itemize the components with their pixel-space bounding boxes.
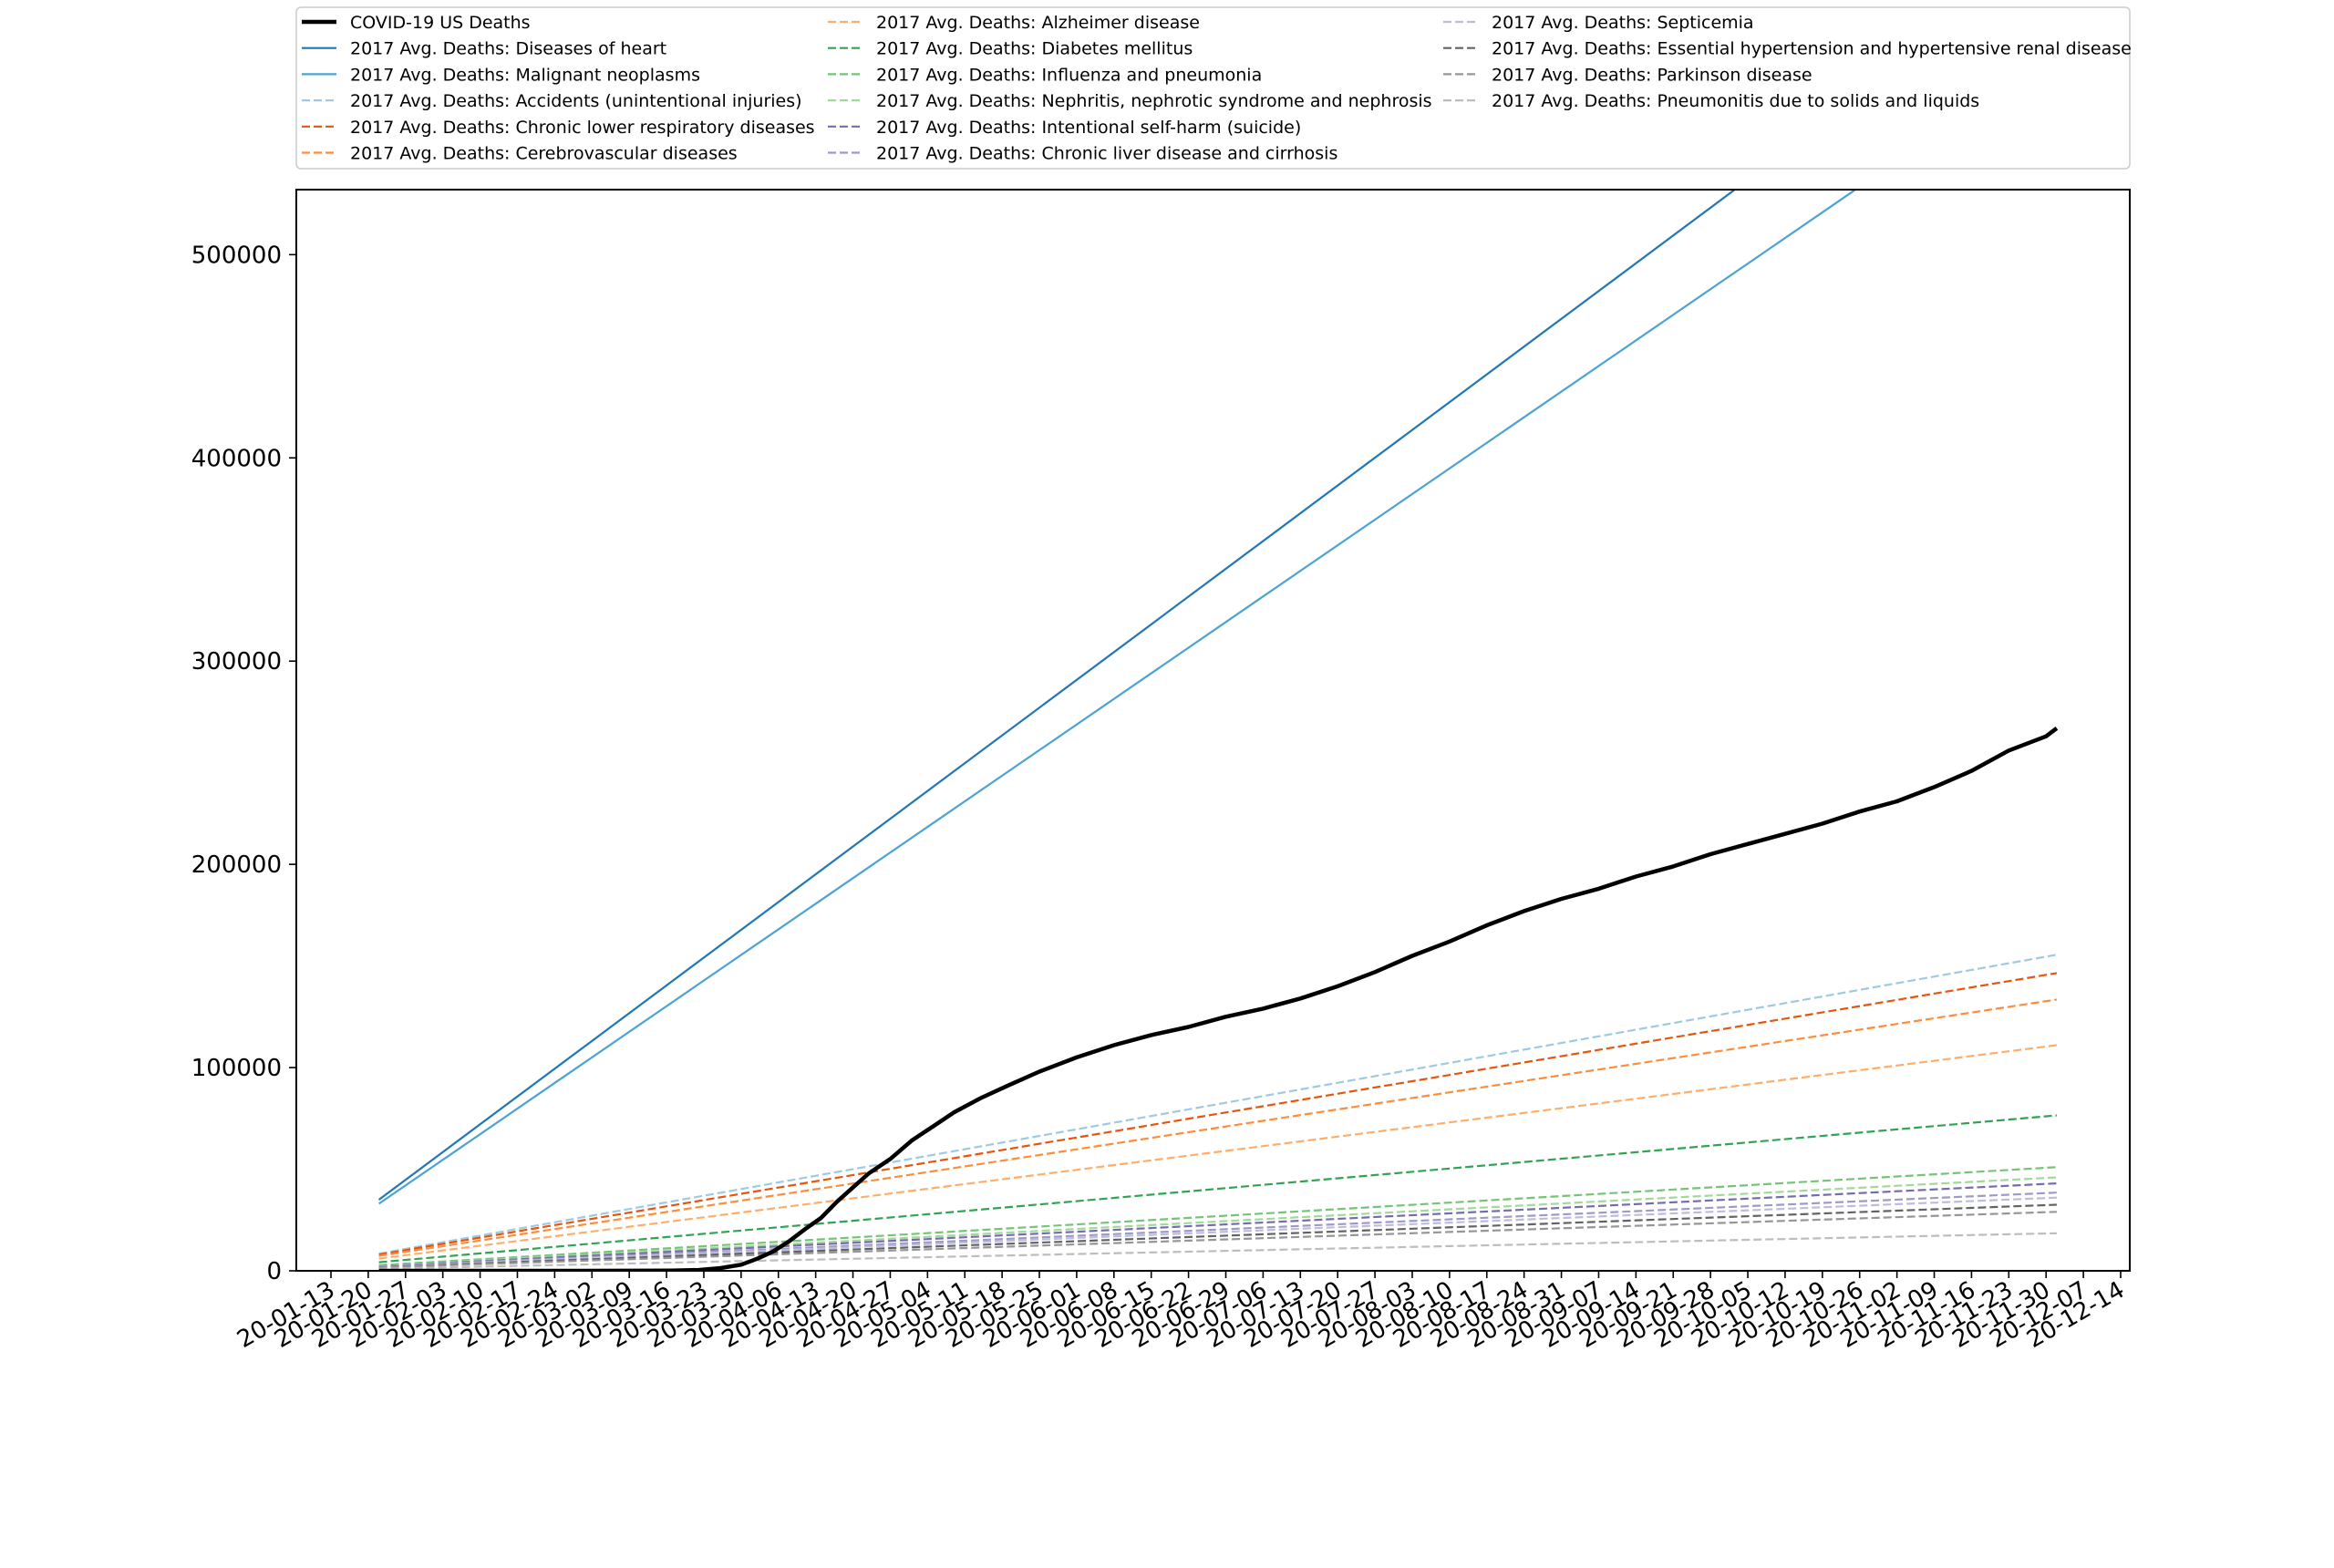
legend-label: 2017 Avg. Deaths: Accidents (unintention… xyxy=(350,91,802,111)
legend-label: 2017 Avg. Deaths: Nephritis, nephrotic s… xyxy=(876,91,1432,111)
series-line-5 xyxy=(378,998,2058,1257)
legend-label: 2017 Avg. Deaths: Malignant neoplasms xyxy=(350,65,700,85)
series-line-14 xyxy=(378,1211,2057,1269)
plot-area xyxy=(377,190,2059,1271)
legend-label: 2017 Avg. Deaths: Chronic lower respirat… xyxy=(350,118,815,138)
legend-item: 2017 Avg. Deaths: Chronic liver disease … xyxy=(828,144,1337,164)
legend-item: 2017 Avg. Deaths: Intentional self-harm … xyxy=(828,118,1301,138)
legend-label: 2017 Avg. Deaths: Diseases of heart xyxy=(350,39,666,59)
y-tick-label: 0 xyxy=(266,1258,282,1285)
legend-label: 2017 Avg. Deaths: Pneumonitis due to sol… xyxy=(1492,91,1979,111)
legend-item: 2017 Avg. Deaths: Essential hypertension… xyxy=(1443,39,2132,59)
legend-item: 2017 Avg. Deaths: Parkinson disease xyxy=(1443,65,1812,85)
legend-item: 2017 Avg. Deaths: Alzheimer disease xyxy=(828,13,1200,33)
y-tick-label: 100000 xyxy=(191,1055,282,1082)
legend-label: 2017 Avg. Deaths: Septicemia xyxy=(1492,13,1754,33)
legend-item: 2017 Avg. Deaths: Cerebrovascular diseas… xyxy=(302,144,738,164)
legend-label: 2017 Avg. Deaths: Diabetes mellitus xyxy=(876,39,1193,59)
series-line-2 xyxy=(377,190,1858,1205)
legend-item: 2017 Avg. Deaths: Accidents (unintention… xyxy=(302,91,802,111)
y-tick-label: 400000 xyxy=(191,445,282,472)
legend-item: 2017 Avg. Deaths: Pneumonitis due to sol… xyxy=(1443,91,1979,111)
legend-label: COVID-19 US Deaths xyxy=(350,13,531,33)
series-line-10 xyxy=(378,1182,2057,1267)
y-axis: 0 100000 200000 300000 400000 500000 xyxy=(191,242,296,1285)
legend-label: 2017 Avg. Deaths: Alzheimer disease xyxy=(876,13,1200,33)
series-line-12 xyxy=(378,1196,2057,1268)
series-line-9 xyxy=(378,1176,2057,1267)
y-tick-label: 500000 xyxy=(191,242,282,269)
series-line-4 xyxy=(378,972,2058,1256)
legend-item: COVID-19 US Deaths xyxy=(302,13,531,33)
series-line-1 xyxy=(377,190,1737,1201)
legend-item: 2017 Avg. Deaths: Influenza and pneumoni… xyxy=(828,65,1262,85)
legend-label: 2017 Avg. Deaths: Parkinson disease xyxy=(1492,65,1812,85)
legend-box xyxy=(295,6,2131,170)
series-line-6 xyxy=(378,1044,2058,1260)
series-line-15 xyxy=(378,1232,2057,1270)
y-tick-label: 200000 xyxy=(191,851,282,879)
x-axis: 20-01-1320-01-2020-01-2720-02-0320-02-10… xyxy=(232,1271,2130,1354)
series-line-8 xyxy=(378,1166,2057,1266)
legend-label: 2017 Avg. Deaths: Essential hypertension… xyxy=(1492,39,2132,59)
legend-item: 2017 Avg. Deaths: Diabetes mellitus xyxy=(828,39,1193,59)
legend-item: 2017 Avg. Deaths: Nephritis, nephrotic s… xyxy=(828,91,1432,111)
series-line-7 xyxy=(378,1114,2057,1264)
legend-item: 2017 Avg. Deaths: Chronic lower respirat… xyxy=(302,118,815,138)
legend-item: 2017 Avg. Deaths: Malignant neoplasms xyxy=(302,65,700,85)
legend-label: 2017 Avg. Deaths: Influenza and pneumoni… xyxy=(876,65,1262,85)
y-tick-label: 300000 xyxy=(191,648,282,676)
series-line-0 xyxy=(378,727,2059,1271)
legend-label: 2017 Avg. Deaths: Intentional self-harm … xyxy=(876,118,1301,138)
legend-label: 2017 Avg. Deaths: Cerebrovascular diseas… xyxy=(350,144,738,164)
legend-label: 2017 Avg. Deaths: Chronic liver disease … xyxy=(876,144,1337,164)
legend: COVID-19 US Deaths 2017 Avg. Deaths: Dise… xyxy=(295,6,2132,170)
legend-item: 2017 Avg. Deaths: Septicemia xyxy=(1443,13,1754,33)
legend-item: 2017 Avg. Deaths: Diseases of heart xyxy=(302,39,666,59)
series-line-13 xyxy=(378,1203,2057,1269)
plot-frame xyxy=(295,189,2131,1272)
